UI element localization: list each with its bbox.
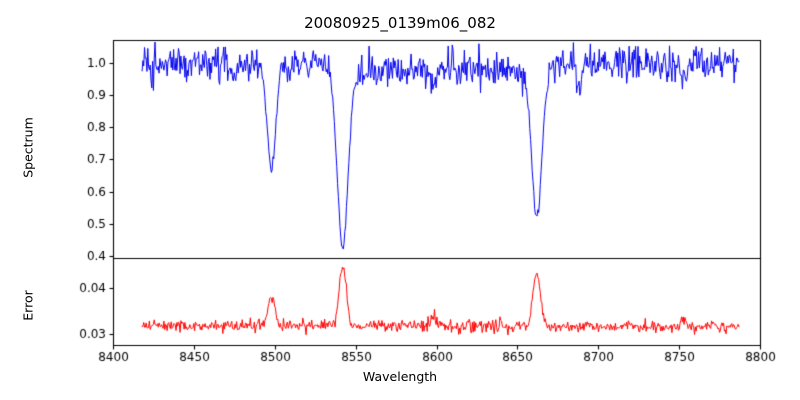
spectrum-y-axis-label: Spectrum [20, 117, 36, 178]
x-axis-label: Wavelength [362, 369, 438, 384]
error-y-axis-label: Error [20, 290, 36, 321]
chart-title: 20080925_0139m06_082 [304, 14, 496, 32]
